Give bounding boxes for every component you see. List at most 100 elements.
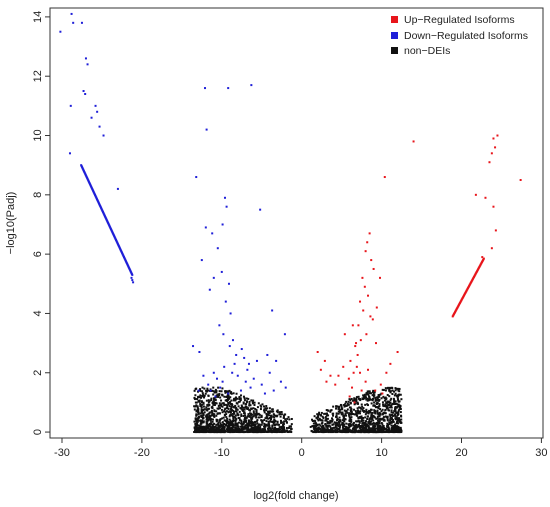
non-dei-point [235, 430, 238, 433]
non-dei-point [244, 414, 247, 417]
non-dei-point [326, 430, 329, 433]
non-dei-point [326, 417, 329, 420]
non-dei-point [365, 424, 368, 427]
non-dei-point [364, 423, 367, 426]
non-dei-point [380, 410, 383, 413]
non-dei-point [230, 421, 233, 424]
non-dei-point [354, 424, 357, 427]
non-dei-point [352, 423, 355, 426]
non-dei-point [259, 404, 262, 407]
down-regulated-point [198, 351, 201, 353]
down-regulated-point [240, 348, 243, 351]
non-dei-point [382, 428, 385, 431]
down-regulated-point [266, 353, 269, 356]
non-dei-point [242, 406, 245, 409]
non-dei-point [275, 423, 278, 426]
non-dei-point [381, 427, 384, 430]
down-regulated-point [243, 356, 246, 359]
non-dei-point [228, 405, 231, 408]
non-dei-point [335, 416, 338, 419]
non-dei-point [310, 429, 313, 432]
non-dei-point [393, 414, 396, 417]
up-regulated-point [351, 324, 354, 327]
non-dei-point [395, 416, 398, 419]
non-dei-point [324, 428, 327, 431]
non-dei-point [238, 418, 241, 421]
non-dei-point [212, 427, 215, 430]
non-dei-point [396, 428, 399, 431]
non-dei-point [371, 431, 374, 434]
non-dei-point [251, 413, 254, 416]
down-regulated-point [231, 339, 234, 342]
down-regulated-point [202, 374, 205, 377]
non-dei-point [372, 395, 375, 398]
non-dei-point [206, 429, 209, 432]
down-regulated-point [200, 259, 203, 262]
non-dei-point [379, 408, 382, 411]
non-dei-point [245, 405, 248, 408]
non-dei-point [336, 418, 339, 421]
non-dei-point [218, 426, 221, 429]
non-dei-point [195, 414, 198, 417]
down-regulated-point [212, 276, 215, 279]
non-dei-point [257, 416, 260, 419]
down-regulated-point [96, 110, 99, 113]
non-dei-point [367, 431, 370, 434]
x-tick-label: 20 [455, 447, 467, 459]
non-dei-point [338, 426, 341, 429]
non-dei-point [350, 416, 353, 419]
up-regulated-point [355, 365, 358, 368]
non-dei-point [360, 426, 363, 429]
non-dei-point [250, 430, 253, 433]
non-dei-point [226, 394, 229, 397]
down-regulated-point [236, 374, 239, 377]
non-dei-point [233, 415, 236, 418]
non-dei-point [381, 423, 384, 426]
non-dei-point [342, 431, 345, 434]
non-dei-point [372, 425, 375, 428]
down-regulated-point [225, 205, 228, 208]
non-dei-point [397, 411, 400, 414]
non-dei-point [392, 397, 395, 400]
non-dei-point [263, 427, 266, 430]
non-dei-point [213, 413, 216, 416]
non-dei-point [386, 431, 389, 434]
non-dei-point [345, 400, 348, 403]
non-dei-point [367, 424, 370, 427]
non-dei-point [205, 430, 208, 433]
non-dei-point [336, 405, 339, 408]
non-dei-point [228, 423, 231, 426]
non-dei-point [199, 396, 202, 399]
down-regulated-point [86, 63, 89, 66]
down-regulated-point [222, 333, 225, 336]
non-dei-point [251, 421, 254, 424]
non-dei-point [193, 389, 196, 392]
non-dei-point [211, 401, 214, 404]
non-dei-point [358, 406, 361, 409]
non-dei-point [225, 398, 228, 401]
non-dei-point [331, 418, 334, 421]
non-dei-point [194, 417, 197, 420]
non-dei-point [387, 426, 390, 429]
non-dei-point [358, 421, 361, 424]
non-dei-point [278, 413, 281, 416]
up-regulated-point [355, 342, 358, 345]
non-dei-point [348, 423, 351, 426]
non-dei-point [324, 423, 327, 426]
non-dei-point [220, 408, 223, 411]
up-regulated-point [364, 250, 367, 253]
non-dei-point [394, 387, 397, 390]
non-dei-point [272, 429, 275, 432]
non-dei-point [371, 422, 374, 425]
non-dei-point [263, 425, 265, 428]
non-dei-point [332, 405, 335, 408]
non-dei-point [353, 403, 356, 406]
down-regulated-point [205, 128, 208, 131]
non-dei-point [360, 415, 363, 418]
non-dei-point [254, 413, 257, 416]
up-regulated-point [362, 309, 365, 312]
non-dei-point [391, 413, 394, 416]
non-dei-point [345, 414, 348, 417]
non-dei-point [375, 396, 378, 399]
non-dei-point [226, 430, 229, 433]
